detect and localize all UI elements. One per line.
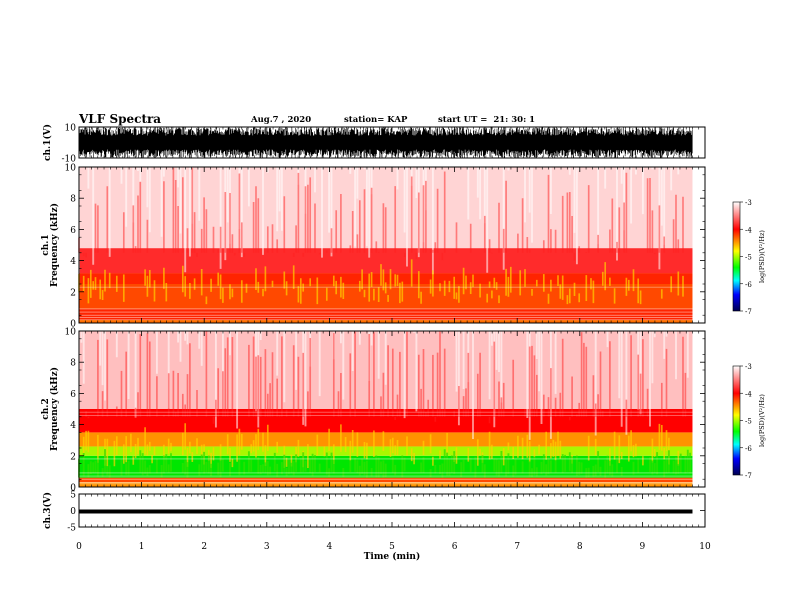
ch1-waveform-ylabel: ch.1(V) [42,124,53,161]
ch2-colorbar-label: log(PSD)(V²/Hz) [758,394,766,447]
ch2-band [79,446,693,456]
x-tick-label: 3 [264,542,270,552]
y-tick-label: 4 [70,421,76,431]
x-tick-label: 8 [577,542,583,552]
ch2-band [79,432,693,447]
y-tick-label: 8 [70,359,76,369]
y-tick-label: 0 [70,320,76,330]
ch2-spectrogram-ylabel: Frequency (kHz) [49,367,60,451]
ch1-band [79,308,693,320]
x-tick-label: 4 [327,542,333,552]
ch1-spectrogram-ylabel: Frequency (kHz) [49,203,60,287]
x-tick-label: 7 [514,542,520,552]
y-tick-label: -5 [67,524,76,534]
ch2-colorbar-tick-label: -3 [745,363,752,371]
ch3-waveform-ylabel: ch.3(V) [42,492,53,529]
ch1-colorbar-tick-label: -3 [745,199,752,207]
ch2-band [79,477,693,483]
station-label: station= KAP [344,115,408,125]
y-tick-label: 10 [65,124,77,134]
ch2-colorbar-tick-label: -4 [745,390,752,398]
x-tick-label: 2 [201,542,207,552]
y-tick-label: -10 [62,155,77,165]
ch1-colorbar-tick-label: -7 [745,308,752,316]
ch1-colorbar-label: log(PSD)(V²/Hz) [758,230,766,283]
ch1-waveform-trace [78,127,693,158]
figure-title: VLF Spectra [79,112,162,126]
x-tick-label: 10 [699,542,711,552]
y-tick-label: 0 [70,507,76,517]
ch2-streaks-yellow [82,423,680,468]
ch2-colorbar-tick-label: -7 [745,472,752,480]
ch1-colorbar-bar [732,201,741,312]
y-tick-label: 5 [70,491,76,501]
ch1-colorbar-tick-label: -5 [745,254,752,262]
y-tick-label: 6 [70,390,76,400]
x-tick-label: 0 [76,542,82,552]
y-tick-label: 6 [70,226,76,236]
date-label: Aug.7 , 2020 [251,115,312,125]
y-tick-label: 8 [70,195,76,205]
x-tick-label: 6 [452,542,458,552]
x-tick-label: 1 [139,542,145,552]
y-tick-label: 4 [70,257,76,267]
x-tick-label: 9 [640,542,646,552]
ch2-streaks-red [85,331,687,424]
y-tick-label: 10 [65,328,77,338]
x-axis-label: Time (min) [364,551,421,562]
y-tick-label: 2 [70,288,76,298]
ch2-colorbar-tick-label: -5 [745,418,752,426]
ch2-spectrogram-ylabel: ch.2 [41,398,51,419]
y-tick-label: 2 [70,452,76,462]
ch1-colorbar-tick-label: -6 [745,281,752,289]
ch1-band [79,273,693,284]
ch2-colorbar-bar [732,365,741,476]
ch1-spectrogram-ylabel: ch.1 [41,234,51,255]
y-tick-label: 0 [70,484,76,494]
x-tick-label: 5 [389,542,395,552]
ch3-waveform-trace [79,509,693,514]
start-time-label: start UT = 21: 30: 1 [438,115,536,125]
ch1-colorbar-tick-label: -4 [745,226,752,234]
ch2-colorbar-tick-label: -6 [745,445,752,453]
y-tick-label: 10 [65,164,77,174]
